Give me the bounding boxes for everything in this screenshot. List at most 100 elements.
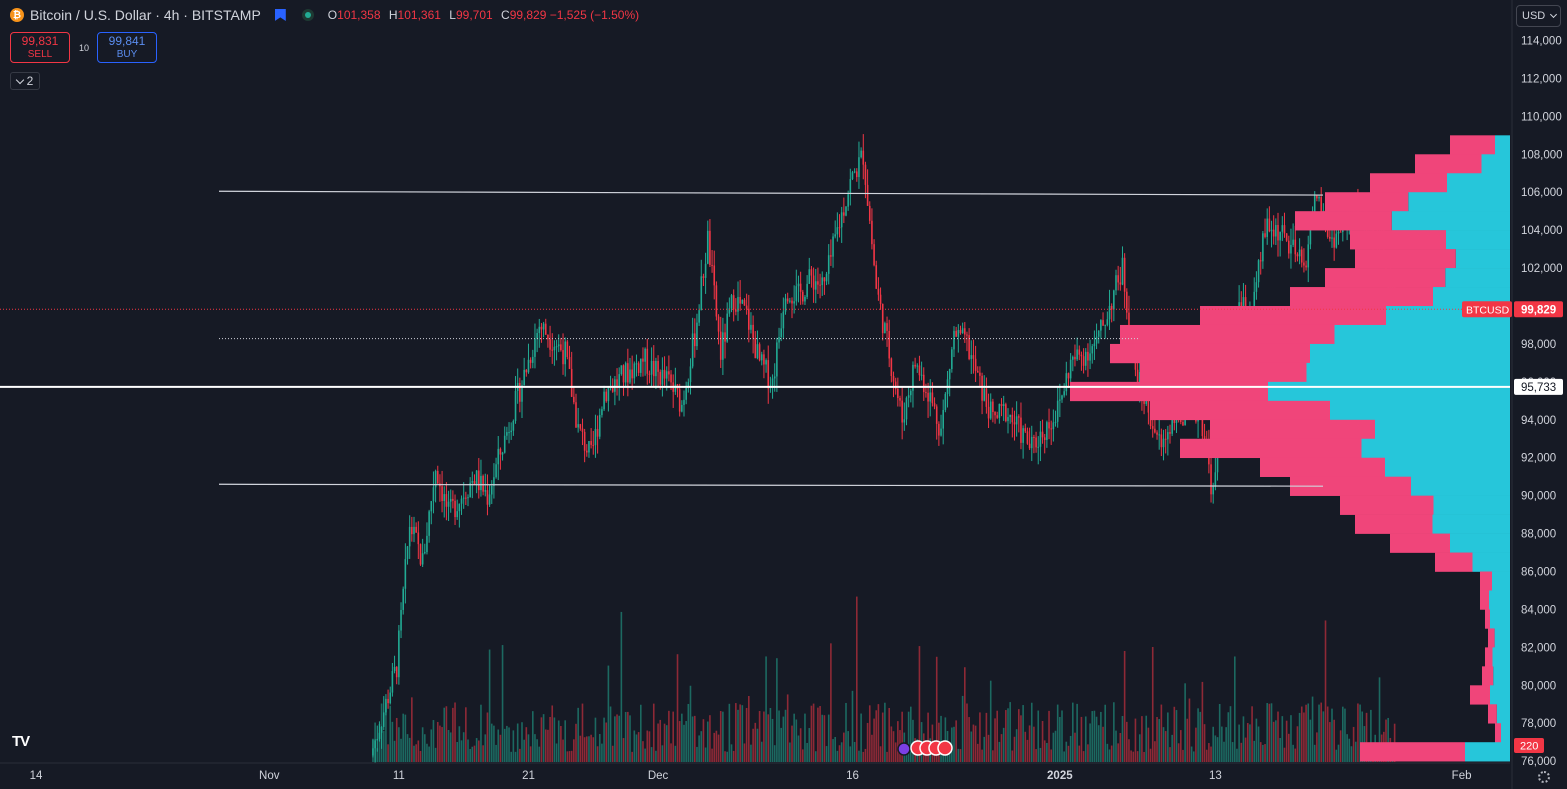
candle-body [1007, 417, 1009, 422]
candle-body [1013, 422, 1016, 425]
time-tick-label: 16 [846, 770, 859, 782]
candle-body [873, 244, 875, 266]
candle-body [681, 404, 683, 412]
volume-bar [1240, 742, 1243, 762]
candle-body [659, 371, 662, 385]
candle-body [834, 234, 836, 237]
candle-body [1257, 260, 1260, 283]
candle-body [525, 369, 528, 373]
economic-event-icon[interactable] [937, 740, 953, 756]
volume-bar [1050, 749, 1052, 762]
volume-bar [1290, 715, 1292, 762]
volume-bar [562, 739, 564, 762]
volume-bar [421, 727, 424, 762]
volume-bar [1268, 703, 1271, 762]
symbol-header[interactable]: ₿ Bitcoin / U.S. Dollar · 4h · BITSTAMP … [10, 6, 644, 24]
volume-bar [525, 727, 528, 762]
sell-price: 99,831 [21, 34, 59, 48]
volume-bar [1089, 723, 1091, 762]
settings-gear-icon[interactable] [1538, 771, 1550, 783]
candle-body [836, 227, 839, 235]
candle-body [897, 388, 899, 398]
volume-bar [868, 705, 871, 762]
volume-bar [1162, 727, 1165, 762]
candle-body [1115, 275, 1117, 291]
candle-body [808, 269, 811, 284]
sell-button[interactable]: 99,831 SELL [10, 32, 70, 63]
volume-bar [1108, 749, 1111, 762]
volume-bar [1115, 730, 1117, 762]
volume-bar [1234, 656, 1236, 762]
time-tick-label: Feb [1452, 770, 1472, 782]
candle-body [581, 428, 584, 432]
candle-body [1294, 239, 1297, 255]
candle-body [1329, 236, 1331, 239]
volume-bar [1091, 711, 1094, 762]
candle-body [564, 341, 566, 365]
volume-bar [1061, 710, 1063, 762]
volume-bar [793, 713, 795, 762]
volume-bar [447, 729, 450, 762]
earnings-event-icon[interactable] [897, 742, 911, 756]
volume-profile-down-bar [1495, 723, 1501, 743]
volume-bar [1082, 751, 1085, 762]
candle-body [1158, 434, 1160, 436]
candle-body [1076, 349, 1078, 360]
volume-bar [1113, 702, 1115, 762]
volume-bar [948, 750, 951, 762]
candle-body [886, 323, 888, 331]
volume-bar [523, 739, 525, 762]
volume-bar [1244, 737, 1247, 762]
bookmark-flag-icon[interactable] [274, 9, 286, 21]
volume-bar [1210, 746, 1212, 762]
currency-select[interactable]: USD [1516, 5, 1561, 27]
volume-bar [1192, 751, 1195, 762]
volume-profile-up-bar [1446, 230, 1510, 250]
candle-body [529, 359, 532, 363]
candle-body [827, 255, 830, 274]
volume-bar [590, 734, 592, 762]
candle-body [406, 546, 409, 560]
candle-body [447, 501, 450, 507]
candle-body [1296, 254, 1299, 257]
buy-button[interactable]: 99,841 BUY [97, 32, 157, 63]
market-status-icon[interactable] [301, 9, 314, 21]
candle-body [413, 526, 415, 535]
volume-bar [1009, 702, 1011, 762]
candle-body [514, 390, 517, 421]
candle-body [1272, 229, 1275, 237]
candle-body [1290, 244, 1292, 254]
support-line[interactable] [218, 483, 1324, 487]
tradingview-logo[interactable]: TV [12, 733, 30, 750]
volume-profile-down-bar [1488, 628, 1495, 648]
volume-bar [810, 705, 813, 762]
volume-bar [456, 741, 458, 762]
volume-bar [557, 720, 560, 762]
volume-bar [659, 719, 662, 762]
volume-profile-down-bar [1480, 590, 1489, 610]
indicators-toggle-button[interactable]: 2 [10, 72, 40, 90]
candle-body [389, 692, 392, 704]
volume-bar [1059, 717, 1061, 762]
volume-bar [1030, 702, 1033, 762]
symbol-title[interactable]: Bitcoin / U.S. Dollar · 4h · BITSTAMP [30, 7, 261, 23]
candle-body [488, 494, 491, 505]
candle-body [441, 486, 443, 502]
volume-bar [668, 710, 670, 762]
volume-bar [1117, 743, 1119, 762]
volume-bar [475, 738, 478, 762]
volume-profile-up-bar [1492, 571, 1510, 591]
volume-bar [737, 709, 739, 762]
candle-body [845, 206, 847, 216]
volume-bar [974, 725, 977, 762]
candle-body [940, 428, 942, 436]
candle-body [620, 365, 623, 375]
volume-bar [1272, 721, 1275, 762]
volume-bar [879, 746, 882, 762]
resistance-line[interactable] [218, 190, 1324, 196]
candle-body [840, 212, 843, 228]
candle-body [521, 385, 523, 402]
volume-bar [536, 739, 538, 762]
volume-bar [935, 656, 938, 762]
